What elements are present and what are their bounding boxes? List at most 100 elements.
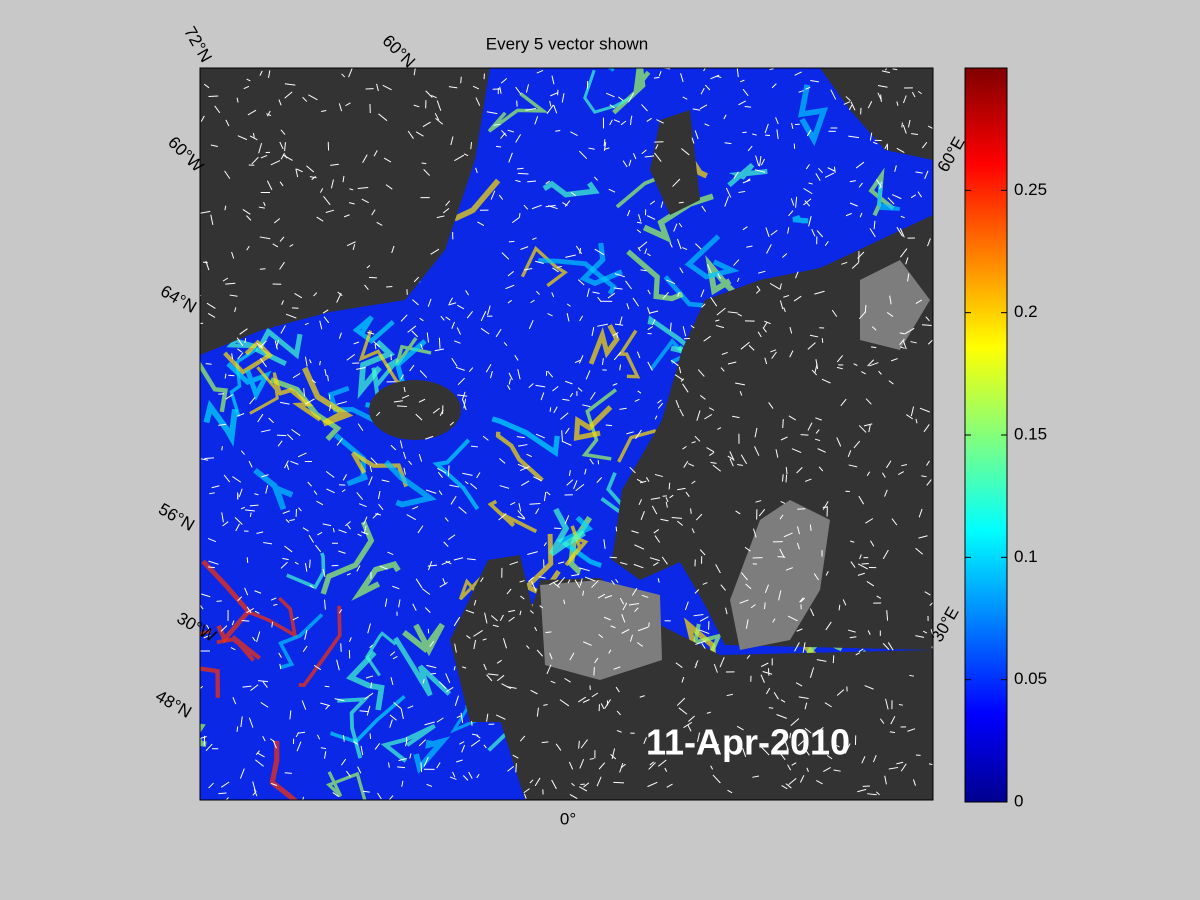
vector — [683, 460, 689, 468]
vector — [917, 191, 923, 198]
colorbar-tick-label: 0 — [1014, 791, 1023, 810]
vector — [225, 797, 229, 800]
vector — [777, 556, 786, 558]
vector — [662, 291, 669, 299]
graticule-label: 72°N — [180, 23, 215, 65]
vector — [760, 662, 769, 668]
vector — [803, 198, 812, 206]
vector — [825, 570, 829, 576]
vector — [280, 325, 286, 334]
vector — [374, 343, 377, 350]
vector — [678, 222, 683, 228]
vector — [456, 759, 463, 763]
vector — [454, 340, 461, 344]
vector — [389, 719, 393, 728]
vector — [234, 516, 243, 525]
vector — [814, 438, 821, 442]
vector — [242, 685, 252, 688]
vector — [515, 134, 522, 143]
vector — [620, 120, 627, 126]
vector — [484, 612, 488, 624]
vector — [921, 142, 928, 149]
vector — [536, 70, 544, 74]
vector — [280, 401, 290, 405]
vector — [274, 340, 278, 350]
vector — [517, 172, 529, 175]
vector — [448, 302, 457, 306]
vector — [541, 741, 549, 744]
graticule-label: 64°N — [157, 281, 199, 316]
vector — [256, 631, 261, 643]
vector — [700, 289, 705, 298]
current-streak — [352, 315, 395, 344]
vector — [666, 279, 676, 285]
vector — [483, 663, 487, 671]
vector — [867, 101, 873, 109]
vector — [436, 762, 441, 769]
vector — [787, 764, 792, 771]
vector — [764, 123, 769, 134]
vector — [448, 534, 456, 540]
vector — [486, 674, 493, 682]
vector — [583, 782, 590, 788]
vector — [865, 398, 872, 405]
vector — [239, 768, 245, 779]
vector — [208, 560, 219, 565]
vector — [690, 508, 692, 514]
vector — [352, 244, 356, 251]
vector — [500, 132, 506, 139]
vector — [915, 635, 925, 638]
vector — [771, 351, 777, 359]
vector — [370, 457, 378, 465]
vector — [702, 582, 708, 585]
vector — [218, 792, 227, 795]
vector — [644, 155, 655, 158]
vector — [357, 187, 369, 190]
vector — [781, 736, 785, 741]
vector — [696, 410, 701, 421]
vector — [311, 379, 317, 384]
vector — [695, 243, 702, 250]
vector — [649, 761, 655, 766]
vector — [200, 115, 205, 122]
vector — [710, 765, 714, 770]
vector — [315, 544, 322, 553]
vector — [840, 398, 847, 407]
vector — [281, 300, 284, 305]
vector — [466, 558, 476, 561]
vector — [231, 353, 234, 360]
vector — [244, 338, 247, 343]
vector — [543, 542, 547, 547]
vector — [499, 614, 504, 622]
current-streak — [351, 561, 401, 601]
vector — [302, 96, 308, 102]
vector — [536, 290, 540, 295]
vector — [638, 241, 648, 249]
vector — [645, 477, 650, 482]
vector — [237, 596, 243, 602]
vector — [499, 86, 502, 94]
vector — [739, 390, 743, 396]
vector — [425, 90, 433, 98]
shallow-sea — [860, 260, 930, 350]
vector — [791, 448, 802, 454]
vector — [616, 729, 622, 733]
vector — [278, 652, 282, 658]
vector — [341, 489, 346, 493]
vector — [613, 666, 621, 670]
vector — [527, 180, 537, 183]
current-streak — [320, 520, 375, 595]
vector — [205, 743, 213, 752]
vector — [302, 645, 308, 652]
vector — [891, 518, 898, 526]
vector — [566, 479, 574, 486]
vector — [280, 152, 285, 160]
vector — [637, 247, 641, 252]
vector — [634, 607, 639, 612]
vector — [421, 588, 431, 595]
vector — [863, 423, 873, 427]
vector — [622, 160, 628, 168]
vector — [674, 374, 684, 381]
vector — [795, 271, 799, 279]
vector — [424, 607, 431, 613]
